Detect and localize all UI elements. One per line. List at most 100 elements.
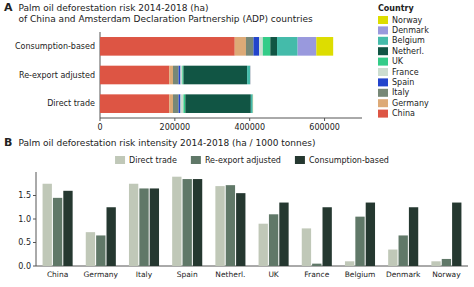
title: Palm oil deforestation risk intensity 20… [18, 138, 315, 148]
bar [246, 37, 253, 56]
bar [302, 228, 311, 266]
category-label: Consumption-based [15, 42, 95, 51]
tick-label: 1.5 [18, 191, 31, 200]
bar [323, 207, 332, 266]
plot-area [43, 177, 462, 266]
legend: Direct trade Re-export adjusted Consumptio… [115, 156, 389, 165]
chart-0: APalm oil deforestation risk 2014-2018 (… [4, 1, 429, 132]
subtitle: of China and Amsterdam Declaration Partn… [19, 14, 313, 24]
category-label: Direct trade [47, 99, 95, 108]
panel-label: B [4, 136, 12, 149]
category-label: Norway [432, 270, 461, 279]
tick-mark [33, 266, 36, 267]
legend-swatch [378, 110, 388, 118]
legend-swatch [378, 37, 388, 45]
tick-mark [324, 118, 325, 121]
bar [53, 198, 62, 266]
legend-title: Country [378, 4, 415, 13]
tick-label: 1.0 [18, 215, 31, 224]
bar [226, 185, 235, 266]
bar [172, 177, 181, 266]
legend-swatch [378, 26, 388, 34]
bar [86, 232, 95, 266]
legend-label: Re-export adjusted [205, 156, 281, 165]
bar [250, 66, 251, 85]
category-label: China [47, 270, 68, 279]
legend-swatch [295, 156, 305, 164]
bar [129, 184, 138, 266]
category-label: Re-export adjusted [19, 71, 95, 80]
category-label: UK [268, 270, 279, 279]
tick-mark [100, 118, 101, 121]
bar [63, 191, 72, 266]
legend-swatch [378, 99, 388, 107]
tick-label: 200000 [160, 123, 191, 132]
chart-1: B Palm oil deforestation risk intensity 2… [4, 136, 468, 279]
axes: Direct trade Re-export adjusted Consumptio… [15, 32, 362, 132]
bar [169, 94, 173, 113]
legend-swatch [378, 89, 388, 97]
bar [100, 94, 169, 113]
bar [253, 37, 259, 56]
bar [173, 94, 179, 113]
axes: ChinaGermanyItalySpainNetherl.UKFranceBe… [18, 172, 468, 279]
tick-mark [174, 118, 175, 121]
bar [250, 66, 251, 85]
bar [431, 261, 440, 266]
bar [235, 37, 246, 56]
bar [43, 184, 52, 266]
legend-label: Germany [392, 99, 429, 108]
plot-area [100, 37, 333, 113]
bar [355, 217, 364, 266]
bar [179, 66, 181, 85]
bar [247, 66, 250, 85]
legend-label: Italy [392, 88, 410, 97]
category-label: Belgium [345, 270, 376, 279]
legend-label: Spain [392, 78, 414, 87]
bar [96, 235, 105, 266]
bar [270, 37, 277, 56]
bar [183, 66, 247, 85]
bar [269, 214, 278, 266]
tick-label: 0.0 [18, 262, 31, 271]
legend-label: Consumption-based [309, 156, 389, 165]
legend-label: Belgium [392, 36, 425, 45]
category-label: Spain [177, 270, 198, 279]
tick-mark [33, 242, 36, 243]
panel-label: A [4, 1, 13, 14]
legend-label: UK [392, 57, 404, 66]
chart-canvas: APalm oil deforestation risk 2014-2018 (… [0, 0, 474, 287]
bar [179, 94, 181, 113]
bar [399, 235, 408, 266]
bar [182, 66, 183, 85]
bar [183, 179, 192, 266]
bar [252, 94, 253, 113]
category-label: France [304, 270, 329, 279]
legend-swatch [378, 58, 388, 66]
bar [173, 66, 179, 85]
bar [100, 37, 235, 56]
legend-swatch [378, 47, 388, 55]
bar [263, 37, 270, 56]
tick-mark [33, 219, 36, 220]
bar [345, 261, 354, 266]
bar [139, 188, 148, 266]
legend-swatch [115, 156, 125, 164]
bar [185, 94, 251, 113]
legend-item: Direct trade [115, 156, 177, 165]
legend-item: Re-export adjusted [191, 156, 281, 165]
bar [409, 207, 418, 266]
bar [388, 250, 397, 266]
category-label: Denmark [386, 270, 421, 279]
bar [107, 207, 116, 266]
bar [251, 94, 253, 113]
legend-label: France [392, 68, 419, 77]
tick-mark [249, 118, 250, 121]
legend: CountryNorwayDenmarkBelgiumNetherl.UKFra… [378, 4, 429, 118]
category-label: Netherl. [215, 270, 245, 279]
bar [259, 37, 263, 56]
legend-label: China [392, 109, 415, 118]
bar [180, 94, 183, 113]
bar [252, 94, 253, 113]
x-axis-line [100, 118, 362, 119]
